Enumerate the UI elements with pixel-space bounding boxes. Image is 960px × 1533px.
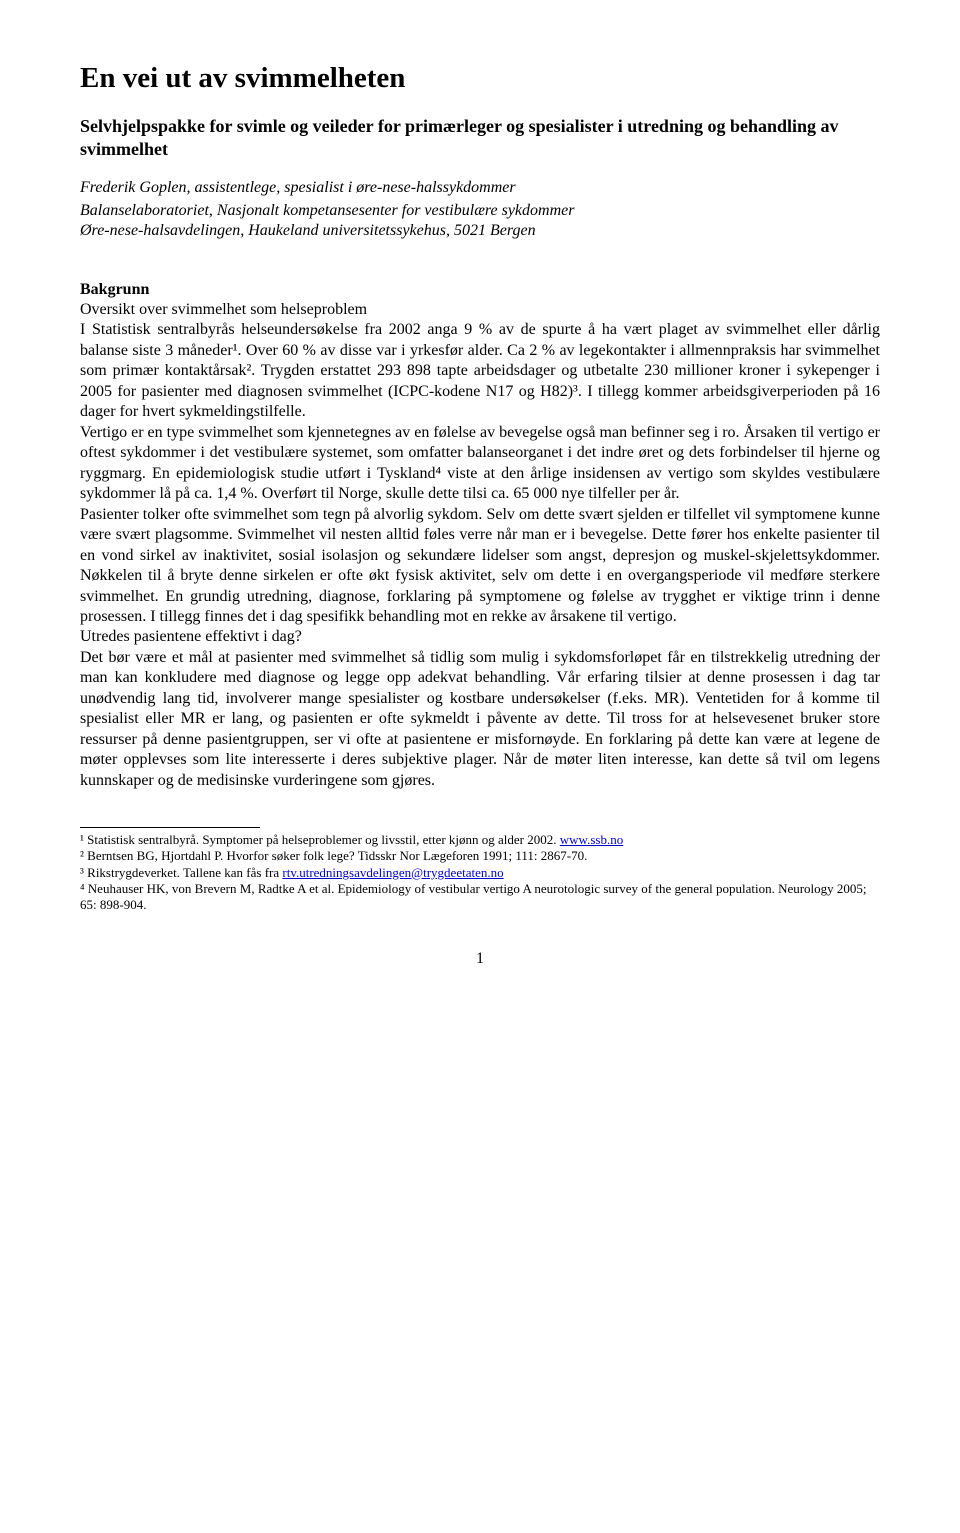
footnote-text: ¹ Statistisk sentralbyrå. Symptomer på h… — [80, 832, 560, 847]
footnote-3: ³ Rikstrygdeverket. Tallene kan fås fra … — [80, 865, 880, 881]
body-paragraph: Vertigo er en type svimmelhet som kjenne… — [80, 423, 880, 505]
footnote-link-email[interactable]: rtv.utredningsavdelingen@trygdeetaten.no — [282, 865, 503, 880]
page-number: 1 — [80, 949, 880, 969]
footnote-text: ³ Rikstrygdeverket. Tallene kan fås fra — [80, 865, 282, 880]
body-paragraph: Pasienter tolker ofte svimmelhet som teg… — [80, 505, 880, 628]
affiliation-1: Balanselaboratoriet, Nasjonalt kompetans… — [80, 201, 880, 221]
affiliation-2: Øre-nese-halsavdelingen, Haukeland unive… — [80, 221, 880, 241]
subheading-utredes: Utredes pasientene effektivt i dag? — [80, 627, 880, 647]
subtitle: Selvhjelpspakke for svimle og veileder f… — [80, 115, 880, 160]
footnote-link-ssb[interactable]: www.ssb.no — [560, 832, 623, 847]
body-paragraph: Det bør være et mål at pasienter med svi… — [80, 648, 880, 791]
footnote-2: ² Berntsen BG, Hjortdahl P. Hvorfor søke… — [80, 848, 880, 864]
section-heading-bakgrunn: Bakgrunn — [80, 280, 880, 300]
footnote-1: ¹ Statistisk sentralbyrå. Symptomer på h… — [80, 832, 880, 848]
author-line: Frederik Goplen, assistentlege, spesiali… — [80, 178, 880, 198]
subheading-oversikt: Oversikt over svimmelhet som helseproble… — [80, 300, 880, 320]
spacer — [80, 242, 880, 280]
body-paragraph: I Statistisk sentralbyrås helseundersøke… — [80, 320, 880, 422]
page-title: En vei ut av svimmelheten — [80, 60, 880, 97]
footnote-divider — [80, 827, 260, 828]
footnote-4: ⁴ Neuhauser HK, von Brevern M, Radtke A … — [80, 881, 880, 914]
